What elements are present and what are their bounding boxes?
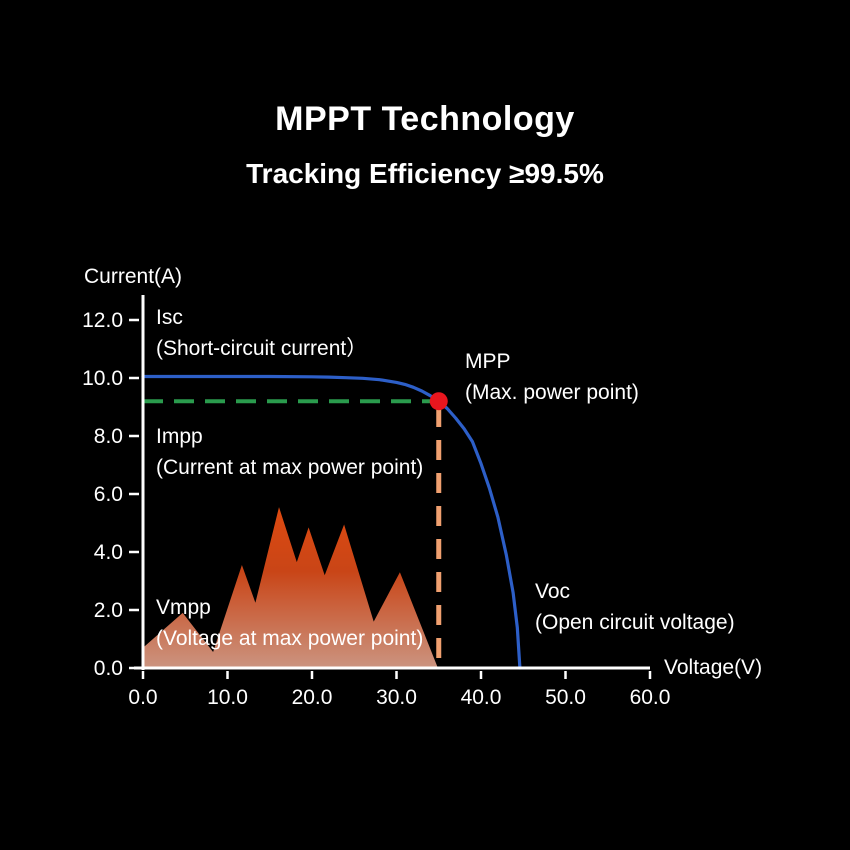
power-mountain-area (143, 507, 438, 668)
x-tick-label: 30.0 (376, 686, 417, 709)
annotation-mpp-title: MPP (465, 350, 511, 373)
y-tick-label: 2.0 (94, 599, 123, 622)
annotation-impp-desc: (Current at max power point) (156, 456, 424, 479)
annotation-mpp: MPP (Max. power point) (465, 346, 639, 408)
annotation-vmpp-title: Vmpp (156, 596, 211, 619)
iv-curve-line (141, 374, 522, 670)
annotation-vmpp: Vmpp (Voltage at max power point) (156, 592, 423, 654)
x-tick-label: 50.0 (545, 686, 586, 709)
annotation-voc: Voc (Open circuit voltage) (535, 576, 735, 638)
x-tick-label: 10.0 (207, 686, 248, 709)
annotation-isc: Isc (Short-circuit current） (156, 302, 367, 364)
x-tick-label: 0.0 (128, 686, 157, 709)
annotation-voc-title: Voc (535, 580, 571, 603)
y-tick-label: 6.0 (94, 483, 123, 506)
annotation-isc-title: Isc (156, 306, 183, 329)
mpp-point-marker (429, 392, 448, 411)
page-title: MPPT Technology (275, 100, 575, 138)
y-tick-label: 10.0 (82, 367, 123, 390)
annotation-isc-desc: (Short-circuit current） (156, 337, 368, 360)
y-tick-label: 0.0 (94, 657, 123, 680)
annotation-mpp-desc: (Max. power point) (465, 381, 639, 404)
annotation-impp-title: Impp (156, 425, 203, 448)
y-tick-label: 12.0 (82, 309, 123, 332)
x-tick-label: 60.0 (630, 686, 671, 709)
page-subtitle: Tracking Efficiency ≥99.5% (246, 158, 604, 189)
y-tick-label: 4.0 (94, 541, 123, 564)
annotation-impp: Impp (Current at max power point) (156, 421, 423, 483)
x-axis-title: Voltage(V) (664, 656, 763, 679)
annotation-voc-desc: (Open circuit voltage) (535, 611, 735, 634)
x-tick-label: 40.0 (461, 686, 502, 709)
annotation-vmpp-desc: (Voltage at max power point) (156, 627, 424, 650)
x-tick-label: 20.0 (292, 686, 333, 709)
y-tick-label: 8.0 (94, 425, 123, 448)
y-axis-title: Current(A) (84, 265, 183, 288)
